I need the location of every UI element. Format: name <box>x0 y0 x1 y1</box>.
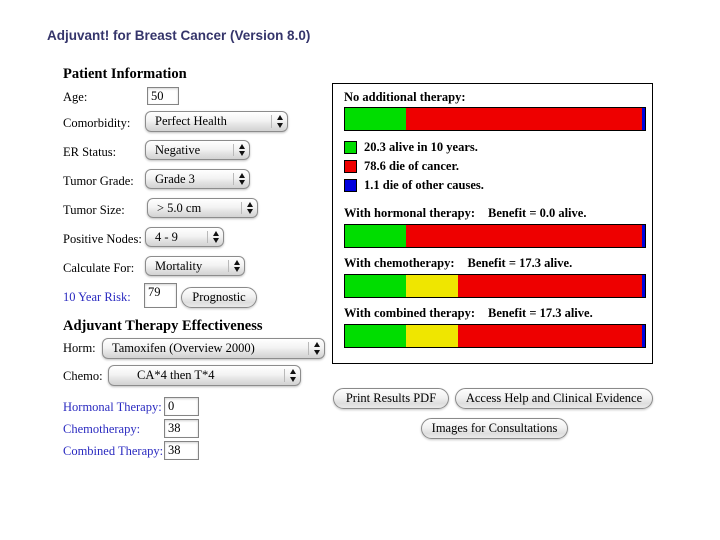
positive-nodes-value: 4 - 9 <box>155 229 178 244</box>
chemo-label: Chemo: <box>63 369 103 383</box>
legend-text-alive: 20.3 alive in 10 years. <box>364 140 478 154</box>
legend-swatch-red <box>344 160 357 173</box>
comorbidity-label: Comorbidity: <box>63 116 131 130</box>
bar-segment-yellow <box>405 325 458 347</box>
stepper-arrows-icon <box>241 201 253 215</box>
ten-year-risk-label: 10 Year Risk: <box>63 290 131 304</box>
bar-segment-green <box>345 325 406 347</box>
chemo-heading-text: With chemotherapy: <box>344 256 455 270</box>
ten-year-risk-input[interactable]: 79 <box>144 283 177 308</box>
images-for-consultations-button[interactable]: Images for Consultations <box>421 418 568 439</box>
prognostic-button[interactable]: Prognostic <box>181 287 257 308</box>
access-help-button[interactable]: Access Help and Clinical Evidence <box>455 388 653 409</box>
positive-nodes-select[interactable]: 4 - 9 <box>145 227 224 247</box>
horm-select[interactable]: Tamoxifen (Overview 2000) <box>102 338 325 359</box>
chemo-heading: With chemotherapy: Benefit = 17.3 alive. <box>344 256 572 271</box>
adjuvant-heading: Adjuvant Therapy Effectiveness <box>63 318 263 334</box>
stepper-arrows-icon <box>284 369 296 382</box>
bar-segment-blue <box>641 275 645 297</box>
legend-row-other: 1.1 die of other causes. <box>344 178 484 193</box>
stepper-arrows-icon <box>233 143 245 157</box>
hormonal-therapy-label: Hormonal Therapy: <box>63 400 162 414</box>
hormonal-therapy-input[interactable]: 0 <box>164 397 199 416</box>
chemo-value: CA*4 then T*4 <box>137 368 215 382</box>
combined-heading: With combined therapy: Benefit = 17.3 ali… <box>344 306 593 321</box>
chemo-benefit: Benefit = 17.3 alive. <box>467 256 573 270</box>
bar-segment-red <box>457 325 642 347</box>
er-status-select[interactable]: Negative <box>145 140 250 160</box>
bar-segment-green <box>345 275 406 297</box>
age-input[interactable]: 50 <box>147 87 179 105</box>
tumor-size-value: > 5.0 cm <box>157 200 202 215</box>
horm-label: Horm: <box>63 341 96 355</box>
tumor-grade-select[interactable]: Grade 3 <box>145 169 250 189</box>
hormonal-heading: With hormonal therapy: Benefit = 0.0 aliv… <box>344 206 586 221</box>
bar-segment-red <box>457 275 642 297</box>
er-status-label: ER Status: <box>63 145 117 159</box>
positive-nodes-label: Positive Nodes: <box>63 232 142 246</box>
no-therapy-bar <box>344 107 646 131</box>
calculate-for-select[interactable]: Mortality <box>145 256 245 276</box>
chemotherapy-input[interactable]: 38 <box>164 419 199 438</box>
stepper-arrows-icon <box>228 259 240 273</box>
results-panel: No additional therapy: 20.3 alive in 10 … <box>332 83 653 364</box>
chemo-bar <box>344 274 646 298</box>
patient-info-heading: Patient Information <box>63 66 187 82</box>
bar-segment-blue <box>641 108 645 130</box>
combined-benefit: Benefit = 17.3 alive. <box>488 306 593 320</box>
combined-heading-text: With combined therapy: <box>344 306 476 320</box>
tumor-grade-label: Tumor Grade: <box>63 174 134 188</box>
stepper-arrows-icon <box>271 115 283 128</box>
no-therapy-heading: No additional therapy: <box>344 90 466 104</box>
hormonal-bar <box>344 224 646 248</box>
comorbidity-value: Perfect Health <box>155 114 227 128</box>
er-status-value: Negative <box>155 142 201 157</box>
bar-segment-red <box>405 225 642 247</box>
stepper-arrows-icon <box>207 230 219 244</box>
page-title: Adjuvant! for Breast Cancer (Version 8.0… <box>47 28 311 43</box>
legend-row-cancer: 78.6 die of cancer. <box>344 159 459 174</box>
legend-swatch-green <box>344 141 357 154</box>
bar-segment-red <box>405 108 642 130</box>
print-results-pdf-button[interactable]: Print Results PDF <box>333 388 449 409</box>
bar-segment-blue <box>641 225 645 247</box>
combined-therapy-label: Combined Therapy: <box>63 444 164 458</box>
hormonal-benefit: Benefit = 0.0 alive. <box>488 206 587 220</box>
tumor-size-label: Tumor Size: <box>63 203 125 217</box>
tumor-size-select[interactable]: > 5.0 cm <box>147 198 258 218</box>
tumor-grade-value: Grade 3 <box>155 171 195 186</box>
comorbidity-select[interactable]: Perfect Health <box>145 111 288 132</box>
legend-text-cancer: 78.6 die of cancer. <box>364 159 460 173</box>
age-label: Age: <box>63 90 88 104</box>
hormonal-heading-text: With hormonal therapy: <box>344 206 476 220</box>
bar-segment-green <box>345 225 406 247</box>
bar-segment-blue <box>641 325 645 347</box>
legend-text-other: 1.1 die of other causes. <box>364 178 484 192</box>
calculate-for-label: Calculate For: <box>63 261 135 275</box>
legend-row-alive: 20.3 alive in 10 years. <box>344 140 478 155</box>
legend-swatch-blue <box>344 179 357 192</box>
chemotherapy-label: Chemotherapy: <box>63 422 141 436</box>
bar-segment-yellow <box>405 275 458 297</box>
calculate-for-value: Mortality <box>155 258 203 273</box>
bar-segment-green <box>345 108 406 130</box>
stepper-arrows-icon <box>233 172 245 186</box>
combined-bar <box>344 324 646 348</box>
horm-value: Tamoxifen (Overview 2000) <box>112 341 255 355</box>
stepper-arrows-icon <box>308 342 320 355</box>
chemo-select[interactable]: CA*4 then T*4 <box>108 365 301 386</box>
combined-therapy-input[interactable]: 38 <box>164 441 199 460</box>
